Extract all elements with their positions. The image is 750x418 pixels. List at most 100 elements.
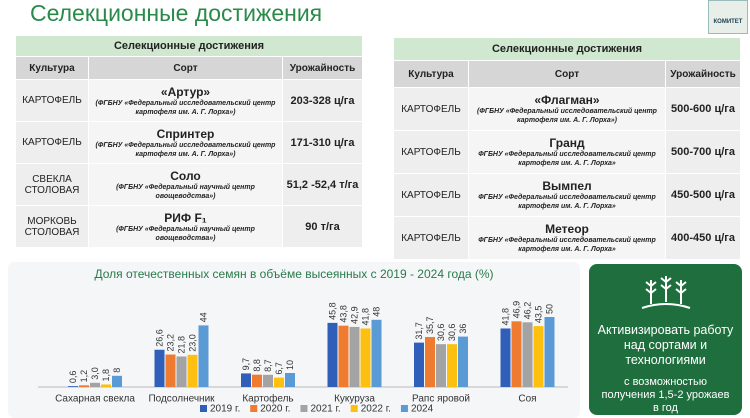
legend-label: 2020 г. bbox=[260, 404, 290, 415]
bar bbox=[274, 377, 284, 387]
crop: КАРТОФЕЛЬ bbox=[393, 130, 469, 174]
yield: 90 т/га bbox=[281, 205, 364, 248]
value-label: 42,9 bbox=[350, 306, 360, 324]
variety-cell: Спринтер (ФГБНУ «Федеральный исследовател… bbox=[88, 121, 283, 164]
bar bbox=[544, 317, 555, 387]
bar bbox=[79, 385, 89, 387]
crop: КАРТОФЕЛЬ bbox=[15, 121, 89, 164]
wheat-icon bbox=[641, 276, 690, 309]
column-header: Культура bbox=[393, 60, 469, 88]
x-tick-label: Сахарная свекла bbox=[55, 394, 135, 405]
yield: 171-310 ц/га bbox=[281, 121, 364, 164]
chart-panel bbox=[8, 262, 580, 418]
legend-swatch bbox=[200, 405, 207, 412]
table-title: Селекционные достижения bbox=[392, 37, 742, 61]
variety: РИФ F₁ bbox=[164, 210, 207, 225]
variety: Гранд bbox=[549, 136, 585, 150]
x-tick-label: Подсолнечник bbox=[148, 394, 215, 405]
legend-swatch bbox=[400, 405, 408, 412]
page-title: Селекционные достижения bbox=[30, 0, 323, 26]
value-label: 3,0 bbox=[90, 367, 100, 380]
bar bbox=[414, 342, 424, 387]
table-row: КАРТОФЕЛЬ Метеор ФГБНУ «Федеральный исслед… bbox=[393, 216, 742, 260]
header-row: Культура Сорт Урожайность bbox=[393, 60, 742, 88]
variety-cell: Метеор ФГБНУ «Федеральный исследовательск… bbox=[468, 216, 666, 260]
x-tick-label: Картофель bbox=[242, 393, 293, 405]
institution: (ФГБНУ «Федеральный научный центр овощев… bbox=[116, 225, 255, 242]
value-label: 0,6 bbox=[68, 371, 78, 384]
yield: 203-328 ц/га bbox=[281, 79, 364, 122]
table-row: КАРТОФЕЛЬ Спринтер (ФГБНУ «Федеральный исс… bbox=[15, 121, 364, 164]
table-row: КАРТОФЕЛЬ Гранд ФГБНУ «Федеральный исследо… bbox=[393, 130, 742, 174]
variety-cell: РИФ F₁ (ФГБНУ «Федеральный научный центр … bbox=[88, 205, 283, 248]
bar bbox=[198, 325, 209, 387]
yield: 51,2 -52,4 т/га bbox=[281, 163, 364, 206]
title-row: Селекционные достижения bbox=[14, 35, 364, 57]
callout-main: Активизировать работу над сортами и техн… bbox=[597, 323, 734, 367]
value-label: 45,8 bbox=[328, 302, 338, 320]
legend-label: 2022 г. bbox=[361, 404, 391, 415]
column-header: Сорт bbox=[88, 56, 283, 80]
value-label: 44 bbox=[199, 312, 209, 322]
value-label: 35,7 bbox=[425, 316, 435, 334]
bar bbox=[176, 356, 187, 387]
legend-swatch bbox=[300, 405, 308, 412]
variety: Метеор bbox=[545, 222, 589, 236]
value-label: 46,9 bbox=[512, 301, 522, 319]
header-row: Культура Сорт Урожайность bbox=[15, 56, 364, 80]
value-label: 1,2 bbox=[79, 370, 89, 383]
bar bbox=[522, 322, 533, 387]
crop: КАРТОФЕЛЬ bbox=[393, 173, 469, 217]
value-label: 23,0 bbox=[188, 334, 198, 352]
variety-cell: «Артур» (ФГБНУ «Федеральный исследователь… bbox=[88, 79, 283, 122]
variety: «Флагман» bbox=[534, 93, 600, 107]
bar bbox=[511, 321, 522, 387]
value-label: 30,6 bbox=[436, 324, 446, 342]
value-label: 26,6 bbox=[155, 329, 165, 347]
bar bbox=[425, 337, 435, 387]
bar bbox=[436, 344, 446, 387]
bar bbox=[165, 354, 176, 387]
table-row: КАРТОФЕЛЬ «Флагман» (ФГБНУ «Федеральный ис… bbox=[393, 87, 742, 131]
table-title: Селекционные достижения bbox=[14, 35, 364, 57]
institution: ФГБНУ «Федеральный исследовательский цен… bbox=[478, 237, 656, 253]
table-row: КАРТОФЕЛЬ Вымпел ФГБНУ «Федеральный исслед… bbox=[393, 173, 742, 217]
crop: КАРТОФЕЛЬ bbox=[393, 216, 469, 260]
bar bbox=[349, 326, 360, 387]
column-header: Урожайность bbox=[664, 60, 742, 88]
value-label: 41,8 bbox=[361, 308, 371, 326]
x-tick-label: Кукуруза bbox=[334, 394, 375, 405]
bar bbox=[447, 344, 457, 387]
variety-cell: Соло (ФГБНУ «Федеральный научный центр ов… bbox=[88, 163, 283, 206]
callout-sub: с возможностью получения 1,5-2 урожаев в… bbox=[601, 376, 730, 414]
value-label: 8,8 bbox=[252, 359, 262, 372]
variety-cell: Вымпел ФГБНУ «Федеральный исследовательск… bbox=[468, 173, 666, 217]
bar bbox=[263, 374, 273, 387]
bar bbox=[338, 325, 349, 387]
legend-swatch bbox=[350, 405, 358, 412]
value-label: 30,6 bbox=[447, 324, 457, 342]
bar bbox=[285, 373, 295, 387]
institution: (ФГБНУ «Федеральный исследовательский це… bbox=[95, 141, 276, 158]
value-label: 23,2 bbox=[166, 334, 176, 352]
legend-label: 2019 г. bbox=[210, 404, 240, 415]
yield: 450-500 ц/га bbox=[664, 173, 742, 217]
chart-title: Доля отечественных семян в объёме высеян… bbox=[94, 267, 493, 281]
callout: Активизировать работу над сортами и техн… bbox=[589, 264, 742, 415]
bar bbox=[371, 319, 382, 387]
value-label: 9,7 bbox=[241, 358, 251, 371]
bar bbox=[533, 326, 544, 387]
variety: Соло bbox=[170, 168, 201, 183]
right-table: Селекционные достижения Культура Сорт Урожа… bbox=[392, 37, 742, 260]
bar bbox=[360, 328, 371, 387]
crop: КАРТОФЕЛЬ bbox=[15, 79, 89, 122]
variety-cell: «Флагман» (ФГБНУ «Федеральный исследовате… bbox=[468, 87, 666, 131]
value-label: 10 bbox=[285, 360, 295, 370]
legend-label: 2024 bbox=[411, 404, 434, 415]
value-label: 21,8 bbox=[177, 336, 187, 354]
value-label: 43,5 bbox=[534, 306, 544, 324]
institution: (ФГБНУ «Федеральный исследовательский це… bbox=[95, 99, 276, 116]
bar bbox=[154, 349, 165, 387]
bar bbox=[327, 322, 338, 387]
logo: КОМИТЕТ bbox=[708, 0, 748, 34]
